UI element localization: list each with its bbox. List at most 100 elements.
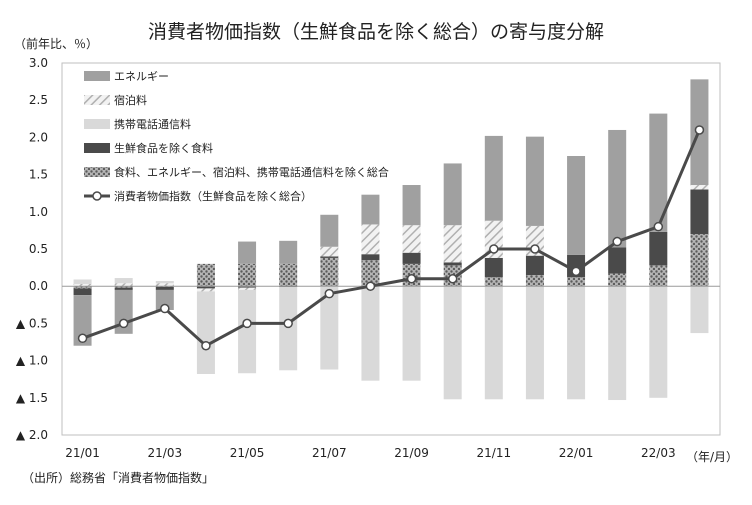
x-axis-unit: （年/月）	[686, 450, 738, 464]
bar-segment	[402, 225, 421, 253]
bar-segment	[196, 288, 215, 292]
bar-segment	[361, 254, 380, 261]
legend-label: 携帯電話通信料	[114, 117, 191, 131]
legend-swatch	[84, 71, 110, 81]
bar-segment	[484, 135, 503, 221]
legend-label: 生鮮食品を除く食料	[114, 141, 213, 155]
bar-segment	[155, 283, 174, 287]
y-tick-label: 3.0	[29, 56, 48, 70]
y-tick-label: 1.0	[29, 205, 48, 219]
bar-segment	[525, 286, 544, 400]
bar-segment	[320, 214, 339, 247]
cpi-point	[694, 125, 705, 135]
bar-segment	[361, 224, 380, 255]
bar-segment	[320, 286, 339, 370]
y-tick-label: ▲ 1.5	[16, 391, 48, 405]
bar-segment	[608, 129, 627, 248]
bar-segment	[443, 286, 462, 400]
x-tick-label: 22/01	[559, 446, 594, 460]
cpi-point	[77, 333, 88, 344]
bar-segment	[443, 262, 462, 266]
bar-segment	[525, 136, 544, 226]
bar-segment	[567, 156, 586, 255]
bar-segment	[608, 247, 627, 274]
bar-segment	[443, 225, 462, 263]
bar-segment	[484, 277, 503, 287]
bar-segment	[690, 234, 709, 287]
bar-segment	[690, 286, 709, 334]
bar-segment	[402, 185, 421, 226]
bar-segment	[114, 287, 133, 290]
bar-segment	[73, 279, 92, 284]
y-tick-label: ▲ 2.0	[16, 428, 48, 442]
legend-swatch	[84, 167, 110, 177]
bar-segment	[238, 287, 257, 290]
bar-segment	[279, 240, 298, 264]
cpi-point	[324, 288, 335, 299]
bar-segment	[525, 255, 544, 276]
bar-segment	[320, 257, 339, 287]
legend-swatch	[84, 143, 110, 153]
legend-label: 宿泊料	[114, 93, 147, 107]
x-tick-label: 21/09	[394, 446, 429, 460]
cpi-point	[530, 244, 540, 254]
cpi-point	[612, 236, 622, 247]
bar-segment	[196, 291, 215, 374]
bar-segment	[196, 263, 215, 287]
bar-segment	[114, 286, 133, 288]
bar-segment	[73, 286, 92, 289]
bar-segment	[567, 286, 586, 400]
y-tick-label: 0.0	[29, 279, 48, 293]
cpi-point	[201, 340, 211, 351]
bar-segment	[567, 277, 586, 287]
cpi-point	[447, 274, 458, 284]
cpi-point	[118, 318, 129, 329]
bar-segment	[484, 257, 503, 278]
bar-segment	[649, 286, 668, 398]
cpi-point	[242, 318, 252, 329]
cpi-point	[365, 281, 376, 291]
y-axis-ticks: 3.0 2.5 2.0 1.5 1.0 0.5 0.0 ▲ 0.5 ▲ 1.0 ▲ 1.5 ▲ 2.…	[16, 56, 48, 442]
cpi-point	[571, 266, 581, 277]
cpi-point	[160, 303, 170, 314]
bar-segment	[238, 263, 257, 287]
legend-swatch-marker	[92, 191, 102, 201]
bar-segment	[690, 185, 709, 190]
bar-segment	[649, 265, 668, 287]
bar-segment	[155, 280, 174, 284]
bar-segment	[73, 295, 92, 346]
x-tick-label: 21/05	[230, 446, 265, 460]
line-layer	[77, 125, 705, 351]
bar-segment	[238, 286, 257, 288]
legend-label: 食料、エネルギー、宿泊料、携帯電話通信料を除く総合	[114, 165, 389, 179]
source-note: （出所）総務省「消費者物価指数」	[22, 470, 214, 485]
bar-segment	[320, 246, 339, 257]
bar-segment	[361, 286, 380, 381]
bar-segment	[649, 231, 668, 266]
bar-segment	[279, 263, 298, 287]
bar-segment	[361, 260, 380, 287]
bar-segment	[649, 113, 668, 232]
bar-segment	[155, 286, 174, 290]
bar-segment	[402, 252, 421, 264]
bar-segment	[525, 275, 544, 287]
bar-segment	[608, 286, 627, 401]
legend-label: エネルギー	[114, 70, 169, 83]
bar-segment	[238, 241, 257, 264]
y-axis-label: （前年比、％）	[14, 36, 98, 51]
legend-swatch	[84, 119, 110, 129]
bar-segment	[690, 189, 709, 235]
x-tick-label: 21/11	[477, 446, 512, 460]
cpi-point	[406, 274, 417, 284]
y-tick-label: 1.5	[29, 168, 48, 182]
cpi-point	[283, 318, 293, 329]
bar-segment	[155, 289, 174, 311]
bar-segment	[361, 194, 380, 225]
y-tick-label: ▲ 1.0	[16, 354, 48, 368]
bar-segment	[608, 273, 627, 287]
bar-segment	[196, 286, 215, 289]
bar-segment	[114, 283, 133, 287]
y-tick-label: 2.0	[29, 130, 48, 144]
